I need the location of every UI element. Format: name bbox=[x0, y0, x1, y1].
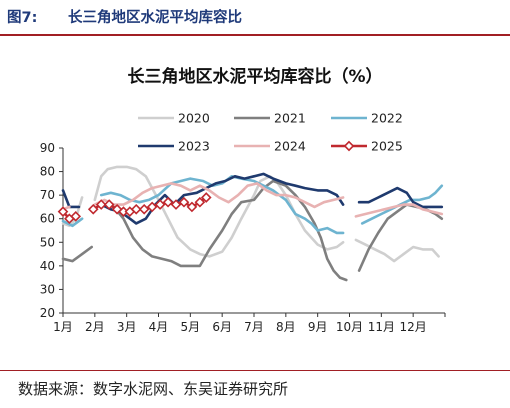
x-tick-label: 9月 bbox=[308, 320, 328, 334]
y-tick-label: 30 bbox=[40, 282, 55, 296]
legend-item-2023: 2023 bbox=[138, 139, 210, 154]
y-tick-label: 90 bbox=[40, 141, 55, 155]
line-chart: 20 30 40 50 60 70 80 90 1月 2月 3月 4月 5月 6月 7月 8月 9月 10月 11月… bbox=[40, 111, 446, 334]
x-tick-label: 10月 bbox=[336, 320, 363, 334]
series-2025-point bbox=[95, 199, 107, 210]
series-2025-point bbox=[200, 192, 212, 203]
x-tick-label: 4月 bbox=[149, 320, 169, 334]
series-2025-point bbox=[170, 199, 182, 210]
legend-item-2025: 2025 bbox=[331, 139, 403, 154]
series-2025-point bbox=[138, 203, 150, 215]
legend-label-2021: 2021 bbox=[274, 111, 306, 126]
legend-label-2020: 2020 bbox=[178, 111, 210, 126]
legend-item-2024: 2024 bbox=[234, 139, 306, 154]
y-tick-label: 20 bbox=[40, 306, 55, 320]
x-tick-label: 6月 bbox=[212, 320, 232, 334]
y-tick-label: 50 bbox=[40, 235, 55, 249]
chart-title: 长三角地区水泥平均库容比（%） bbox=[127, 67, 383, 87]
x-tick-label: 7月 bbox=[244, 320, 264, 334]
series-2025-point bbox=[103, 199, 115, 210]
figure-title: 长三角地区水泥平均库容比 bbox=[68, 10, 242, 26]
x-tick-label: 1月 bbox=[53, 320, 73, 334]
figure-header: 图7: 长三角地区水泥平均库容比 bbox=[0, 0, 510, 36]
x-tick-label: 3月 bbox=[117, 320, 137, 334]
series-2025-point bbox=[87, 203, 99, 215]
x-tick-label: 12月 bbox=[400, 320, 427, 334]
legend-label-2025: 2025 bbox=[371, 139, 403, 154]
x-tick-label: 5月 bbox=[181, 320, 201, 334]
series-2025-point bbox=[154, 199, 166, 210]
legend-label-2023: 2023 bbox=[178, 139, 210, 154]
series-2025-point bbox=[146, 201, 158, 213]
series-2025-point bbox=[70, 211, 82, 222]
series-2025-point bbox=[162, 196, 174, 208]
x-tick-label: 2月 bbox=[85, 320, 105, 334]
source-divider bbox=[0, 370, 510, 371]
y-tick-label: 40 bbox=[40, 259, 55, 273]
x-tick-label: 8月 bbox=[276, 320, 296, 334]
series-2025-point bbox=[111, 203, 123, 215]
y-tick-label: 60 bbox=[40, 212, 55, 226]
legend-item-2022: 2022 bbox=[331, 111, 403, 126]
legend-label-2024: 2024 bbox=[274, 139, 306, 154]
legend-label-2022: 2022 bbox=[371, 111, 403, 126]
source-note: 数据来源：数字水泥网、东吴证券研究所 bbox=[18, 380, 289, 398]
series-2025-point bbox=[57, 206, 69, 217]
series-2025-point bbox=[186, 201, 198, 213]
series-2025-point bbox=[178, 196, 190, 208]
y-tick-label: 80 bbox=[40, 165, 55, 179]
figure-number: 图7: bbox=[7, 10, 38, 26]
y-tick-label: 70 bbox=[40, 188, 55, 202]
series-2025-point bbox=[194, 196, 206, 208]
legend-marker-2025 bbox=[343, 140, 355, 152]
legend-item-2021: 2021 bbox=[234, 111, 306, 126]
series-2025-point bbox=[130, 203, 142, 215]
legend-item-2020: 2020 bbox=[138, 111, 210, 126]
x-tick-label: 11月 bbox=[368, 320, 395, 334]
